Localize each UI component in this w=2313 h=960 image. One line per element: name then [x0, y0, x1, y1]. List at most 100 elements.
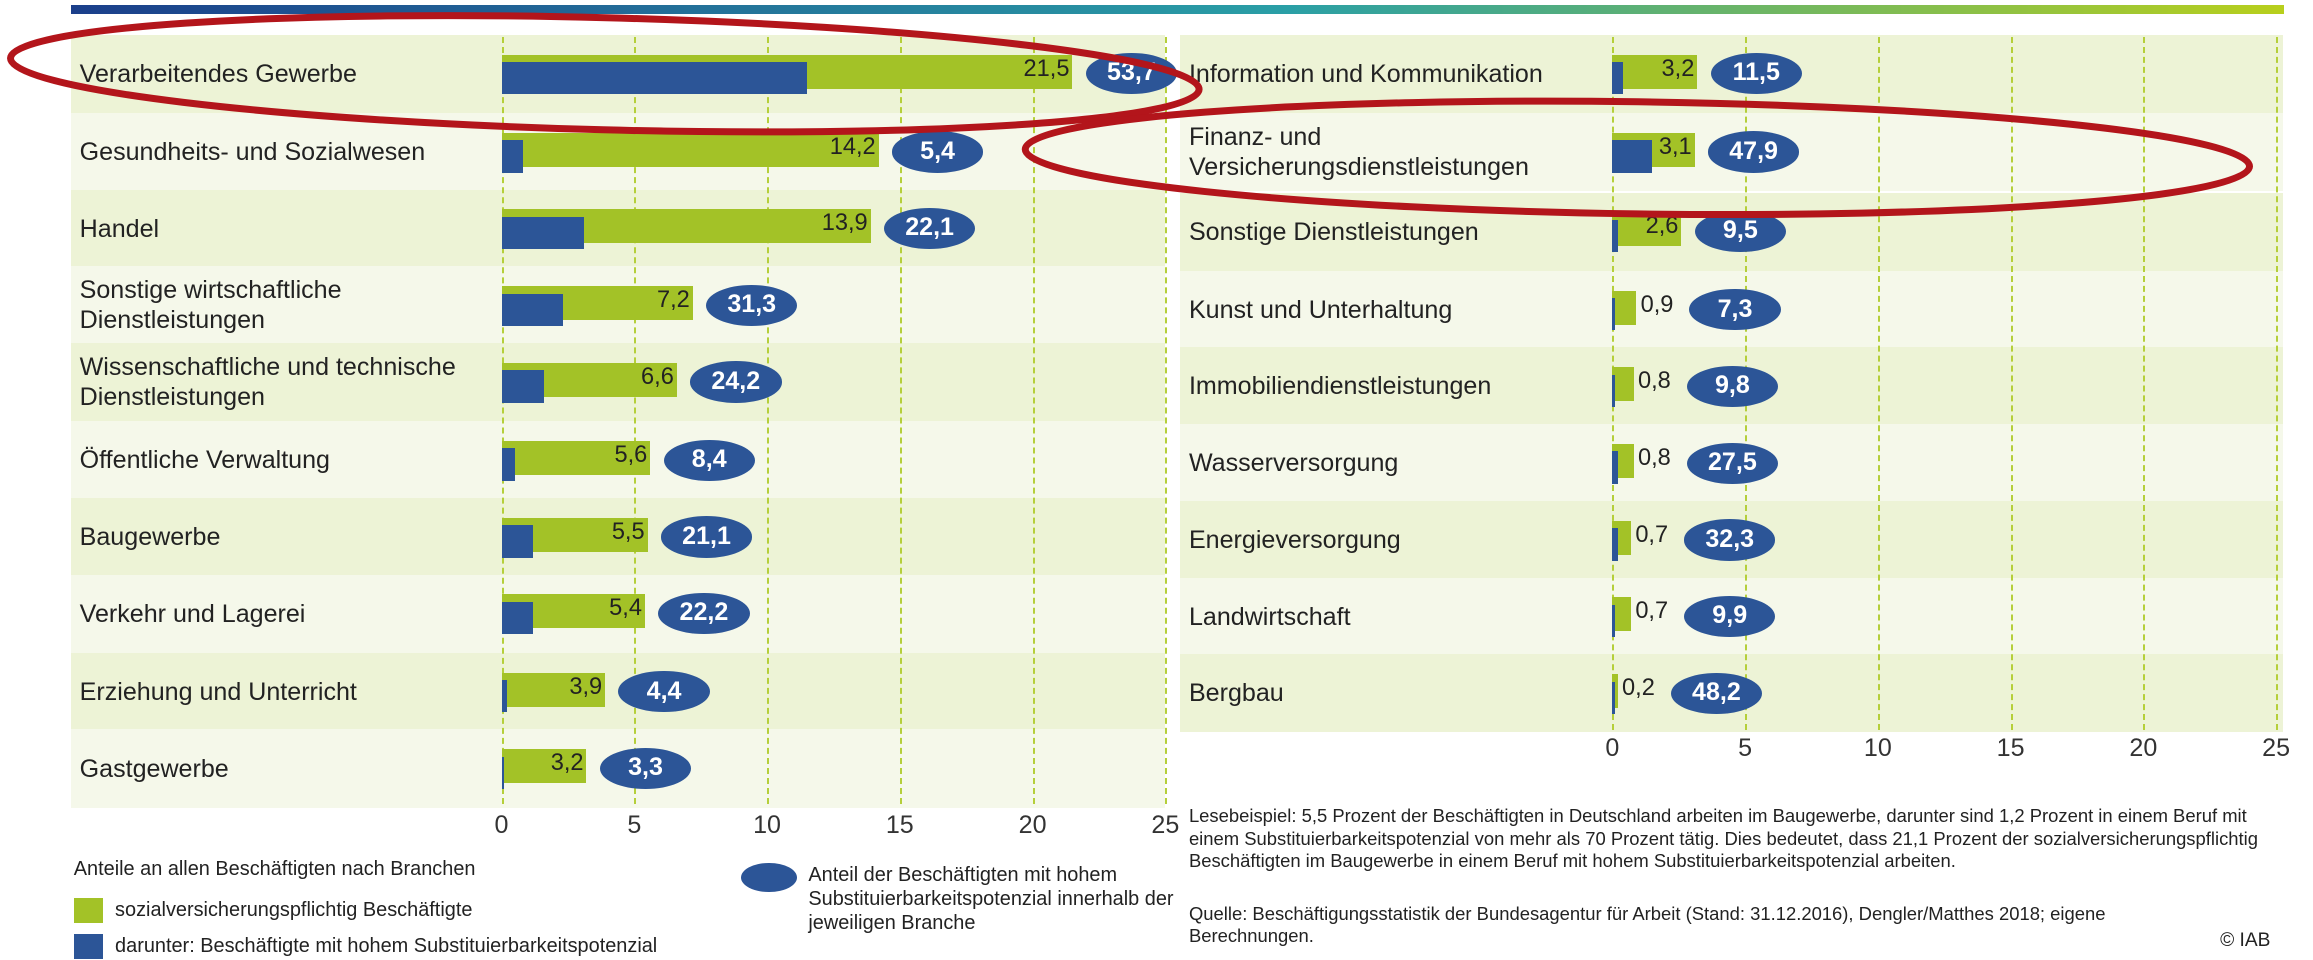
category-label: Baugewerbe — [79, 522, 221, 551]
x-tick-label: 25 — [1151, 810, 1180, 839]
ellipse — [883, 207, 976, 250]
ellipse-label: 27,5 — [1707, 447, 1757, 476]
value-label: 0,7 — [1635, 521, 1669, 548]
category-label: Kunst und Unterhaltung — [1188, 295, 1453, 324]
value-label: 2,6 — [1645, 213, 1679, 240]
category-label: Bergbau — [1188, 679, 1284, 708]
ellipse — [705, 284, 798, 326]
value-label: 0,2 — [1622, 675, 1655, 702]
category-label: Sonstige wirtschaftliche Dienstleistunge… — [79, 276, 342, 335]
value-label: 6,6 — [641, 363, 674, 390]
value-label: 5,6 — [614, 442, 648, 468]
legend-swatch — [73, 898, 104, 924]
bar — [501, 441, 651, 475]
bar — [1612, 61, 1623, 95]
bar — [501, 140, 523, 173]
ellipse — [1689, 289, 1781, 331]
ellipse-label: 22,1 — [905, 213, 954, 242]
copyright: © IAB — [2220, 929, 2271, 951]
category-label: Gastgewerbe — [79, 754, 229, 783]
ellipse-label: 9,5 — [1722, 216, 1758, 245]
x-tick-label: 25 — [2262, 734, 2291, 763]
bar — [501, 216, 584, 250]
bar — [1612, 604, 1615, 638]
value-label: 5,4 — [609, 595, 642, 622]
legend-label: darunter: Beschäftigte mit hohem Substit… — [115, 934, 658, 957]
bar — [1612, 681, 1615, 714]
value-label: 0,8 — [1637, 444, 1671, 471]
x-tick-label: 5 — [627, 810, 642, 839]
x-tick-label: 5 — [1738, 734, 1753, 763]
row-band — [70, 652, 1166, 731]
category-label: Sonstige Dienstleistungen — [1188, 217, 1479, 246]
category-label: Wasserversorgung — [1188, 449, 1399, 478]
ellipse-label: 9,9 — [1712, 601, 1748, 630]
bar — [501, 525, 534, 558]
ellipse — [1684, 519, 1776, 561]
ellipse-label: 24,2 — [711, 366, 761, 395]
bar — [1612, 444, 1634, 478]
bar — [501, 61, 807, 95]
top-rule — [71, 5, 2284, 14]
category-label: Öffentliche Verwaltung — [79, 446, 330, 475]
x-tick-label: 0 — [494, 810, 509, 839]
bar — [501, 601, 534, 635]
ellipse-label: 7,3 — [1717, 294, 1753, 323]
value-label: 3,2 — [1661, 55, 1695, 82]
value-label: 5,5 — [611, 518, 645, 545]
bar — [501, 448, 515, 481]
ellipse-label: 9,8 — [1714, 371, 1750, 400]
category-label: Landwirtschaft — [1188, 602, 1351, 631]
category-label: Handel — [79, 214, 160, 243]
ellipse — [618, 671, 710, 713]
grid-line — [2010, 36, 2013, 731]
category-label: Verkehr und Lagerei — [79, 599, 306, 628]
x-tick-label: 20 — [2129, 734, 2158, 763]
ellipse — [1686, 365, 1779, 408]
ellipse — [1670, 672, 1763, 714]
bar — [1612, 597, 1631, 632]
x-tick-label: 0 — [1605, 734, 1620, 763]
ellipse — [891, 131, 984, 173]
category-label: Verarbeitendes Gewerbe — [79, 59, 357, 88]
grid-line — [634, 36, 637, 804]
grid-line — [899, 36, 902, 804]
grid-line — [2276, 36, 2279, 731]
bar — [1612, 367, 1634, 402]
note: Lesebeispiel: 5,5 Prozent der Beschäftig… — [1188, 805, 2258, 871]
category-label: Gesundheits- und Sozialwesen — [79, 137, 426, 166]
value-label: 3,9 — [569, 673, 603, 700]
bar — [1612, 297, 1615, 331]
ellipse-label: 21,1 — [682, 521, 731, 550]
ellipse-label: 3,3 — [628, 753, 663, 782]
legend-title: Anteile an allen Beschäftigten nach Bran… — [73, 857, 476, 880]
ellipse-label: 31,3 — [727, 290, 777, 319]
bar — [1612, 219, 1618, 253]
legend-label: Anteil der Beschäftigten mit hohem Subst… — [808, 864, 1174, 935]
bar — [501, 132, 879, 167]
category-label: Wissenschaftliche und technische Dienstl… — [79, 352, 456, 412]
bar — [1612, 451, 1618, 484]
grid-line — [2143, 36, 2146, 731]
category-label: Immobiliendienstleistungen — [1188, 372, 1492, 401]
category-label: Finanz- und Versicherungsdienstleistunge… — [1188, 122, 1529, 181]
value-label: 21,5 — [1023, 55, 1070, 82]
bar — [1612, 54, 1698, 89]
x-tick-label: 15 — [885, 810, 914, 839]
bar — [1612, 290, 1637, 325]
ellipse-label: 53,7 — [1107, 58, 1156, 87]
bar — [1612, 528, 1618, 561]
category-label: Energieversorgung — [1188, 525, 1401, 554]
ellipse — [1710, 53, 1802, 95]
bar — [1612, 212, 1682, 247]
legend-label: sozialversicherungspflichtig Beschäftigt… — [115, 899, 473, 922]
ellipse-label: 47,9 — [1729, 136, 1778, 165]
value-label: 13,9 — [821, 210, 868, 237]
value-label: 0,8 — [1637, 368, 1671, 395]
bar — [501, 293, 563, 326]
bar — [501, 672, 606, 707]
ellipse — [658, 593, 750, 635]
value-label: 3,1 — [1658, 133, 1692, 160]
ellipse-label: 5,4 — [920, 136, 955, 165]
